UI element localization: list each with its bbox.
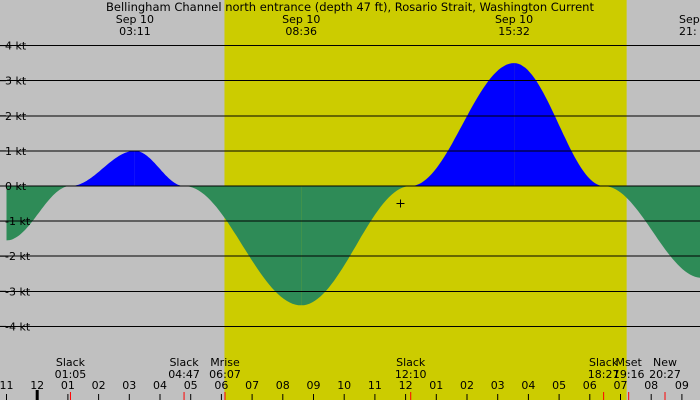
peak-time-1: 08:36 <box>285 25 317 38</box>
hour-label-12: 11 <box>368 379 382 392</box>
peak-date-1: Sep 10 <box>282 13 320 26</box>
gridline-layer <box>0 45 700 327</box>
hour-label-21: 08 <box>644 379 658 392</box>
hour-label-15: 02 <box>460 379 474 392</box>
y-tick-label-layer: 4 kt 3 kt 2 kt 1 kt 0 kt -1 kt -2 kt -3 kt -4 kt <box>5 40 31 334</box>
hour-label-11: 10 <box>337 379 351 392</box>
hour-label-8: 07 <box>245 379 259 392</box>
y-tick-label-1: 3 kt <box>5 75 27 88</box>
current-marker <box>396 199 405 208</box>
event-label-layer: Slack01:05Slack04:47Mrise06:07Slack12:10… <box>55 356 681 381</box>
y-tick-label-4: 0 kt <box>5 180 27 193</box>
hour-label-7: 06 <box>214 379 228 392</box>
event-time-5: 19:16 <box>613 368 645 381</box>
hour-tick-layer: 11 12 01 02 03 04 05 06 07 08 09 10 11 12 01 02 03 04 05 06… <box>0 379 689 400</box>
event-label-3: Slack <box>396 356 426 369</box>
event-label-4: Slack <box>589 356 619 369</box>
hour-label-9: 08 <box>276 379 290 392</box>
event-label-6: New <box>653 356 677 369</box>
y-tick-label-3: 1 kt <box>5 145 27 158</box>
y-tick-label-8: -4 kt <box>5 320 31 333</box>
event-time-4: 18:27 <box>588 368 620 381</box>
peak-time-2: 15:32 <box>498 25 530 38</box>
y-tick-label-6: -2 kt <box>5 250 31 263</box>
peak-time-0: 03:11 <box>119 25 151 38</box>
ebb-area-7 <box>603 186 700 278</box>
current-area-layer <box>6 63 700 306</box>
peak-time-3: 21: <box>679 25 697 38</box>
event-label-5: Mset <box>616 356 643 369</box>
event-label-2: Mrise <box>210 356 240 369</box>
hour-label-4: 03 <box>122 379 136 392</box>
event-label-1: Slack <box>169 356 199 369</box>
hour-label-14: 01 <box>429 379 443 392</box>
hour-label-3: 02 <box>92 379 106 392</box>
event-time-0: 01:05 <box>55 368 87 381</box>
hour-label-16: 03 <box>491 379 505 392</box>
hour-label-22: 09 <box>675 379 689 392</box>
hour-label-6: 05 <box>184 379 198 392</box>
y-tick-label-5: -1 kt <box>5 215 31 228</box>
hour-label-0: 11 <box>0 379 14 392</box>
y-tick-label-7: -3 kt <box>5 285 31 298</box>
peak-date-0: Sep 10 <box>116 13 154 26</box>
hour-label-17: 04 <box>521 379 535 392</box>
event-time-3: 12:10 <box>395 368 427 381</box>
flood-area-1 <box>70 150 135 186</box>
peak-date-2: Sep 10 <box>495 13 533 26</box>
current-marker-layer <box>396 199 405 208</box>
ebb-area-4 <box>301 186 411 306</box>
event-time-1: 04:47 <box>168 368 200 381</box>
flood-area-5 <box>410 63 515 186</box>
hour-label-1: 12 <box>30 379 44 392</box>
chart-title: Bellingham Channel north entrance (depth… <box>106 0 594 14</box>
hour-label-19: 06 <box>583 379 597 392</box>
event-time-6: 20:27 <box>649 368 681 381</box>
hour-label-20: 07 <box>614 379 628 392</box>
flood-area-2 <box>134 150 184 186</box>
hour-label-13: 12 <box>399 379 413 392</box>
event-label-0: Slack <box>56 356 86 369</box>
ebb-area-0 <box>6 186 71 241</box>
peak-date-3: Sep <box>679 13 700 26</box>
hour-label-2: 01 <box>61 379 75 392</box>
hour-label-5: 04 <box>153 379 167 392</box>
y-tick-label-0: 4 kt <box>5 40 27 53</box>
event-time-2: 06:07 <box>209 368 241 381</box>
hour-label-18: 05 <box>552 379 566 392</box>
hour-label-10: 09 <box>307 379 321 392</box>
ebb-area-3 <box>184 186 302 306</box>
flood-area-6 <box>514 63 604 186</box>
y-tick-label-2: 2 kt <box>5 110 27 123</box>
